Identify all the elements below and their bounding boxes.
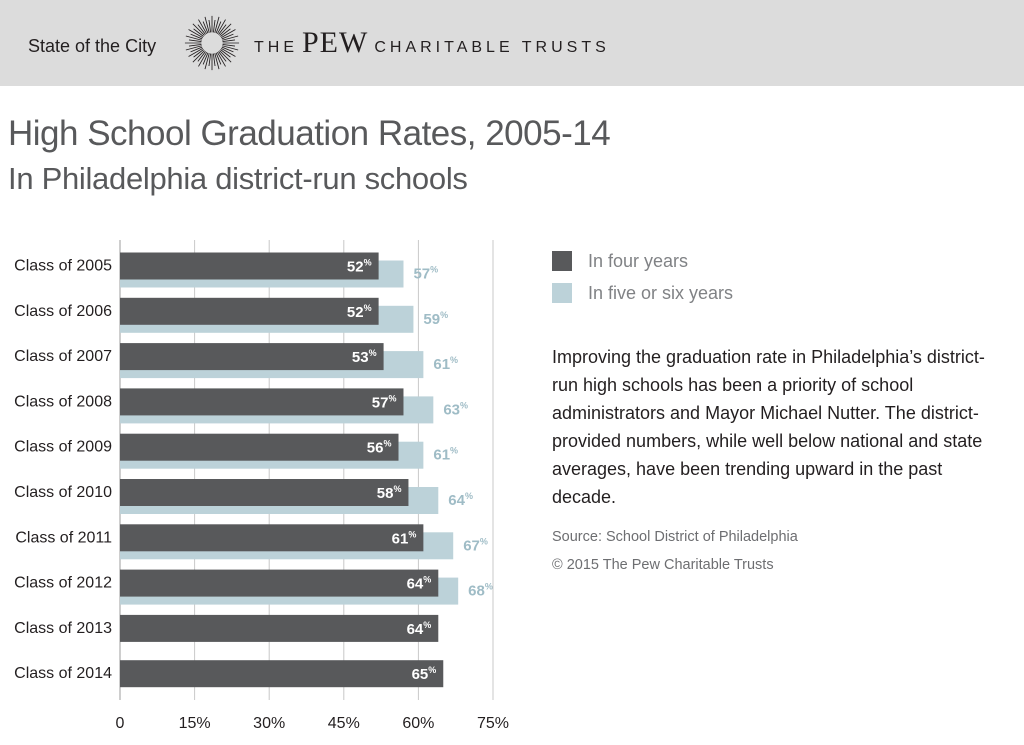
sun-ray xyxy=(193,28,204,37)
data-label-five-six-years: 61% xyxy=(433,355,458,373)
data-label-five-six-years: 57% xyxy=(413,265,438,283)
bar-four-years xyxy=(120,569,439,597)
sun-ray xyxy=(218,24,227,35)
legend-swatch-five-six-years xyxy=(552,283,572,303)
sun-ray xyxy=(212,19,216,33)
sun-ray xyxy=(220,28,231,37)
copyright-note: © 2015 The Pew Charitable Trusts xyxy=(552,557,774,573)
sun-ray xyxy=(214,16,220,33)
sun-ray xyxy=(190,33,203,40)
category-label: Class of 2013 xyxy=(14,620,112,637)
x-tick-label: 60% xyxy=(402,715,434,732)
sun-ray xyxy=(192,50,205,63)
sun-ray xyxy=(188,43,202,47)
bar-four-years xyxy=(120,297,379,325)
sun-ray xyxy=(221,46,234,53)
sun-ray xyxy=(219,50,232,63)
sun-ray xyxy=(208,19,212,33)
sun-ray xyxy=(215,21,222,34)
sun-ray xyxy=(220,29,236,39)
header-bar: State of the City THE PEW CHARITABLE TRUST… xyxy=(0,0,1024,86)
category-label: Class of 2010 xyxy=(14,484,112,501)
bar-four-years xyxy=(120,252,379,280)
bar-four-years xyxy=(120,660,444,688)
brand-rest: CHARITABLE TRUSTS xyxy=(374,39,610,56)
sun-ray xyxy=(198,19,208,35)
category-label: Class of 2009 xyxy=(14,439,112,456)
chart-legend: In four years In five or six years xyxy=(552,245,733,309)
pew-sun-logo-icon xyxy=(184,15,240,71)
category-label: Class of 2014 xyxy=(14,665,112,682)
sun-ray xyxy=(219,23,232,36)
category-label: Class of 2011 xyxy=(15,529,112,546)
data-label-five-six-years: 67% xyxy=(463,536,488,554)
source-note: Source: School District of Philadelphia xyxy=(552,529,798,545)
category-label: Class of 2007 xyxy=(14,348,112,365)
sun-ray xyxy=(215,52,222,65)
brand-the: THE xyxy=(254,39,298,56)
sun-ray xyxy=(218,51,227,62)
sun-ray xyxy=(197,24,206,35)
sun-ray xyxy=(214,53,220,70)
sun-ray xyxy=(222,45,239,51)
legend-item-four-years: In four years xyxy=(552,245,733,277)
bar-four-years xyxy=(120,524,424,552)
sun-ray xyxy=(197,51,206,62)
chart-subtitle: In Philadelphia district-run schools xyxy=(8,161,468,196)
sun-ray xyxy=(204,53,210,70)
legend-swatch-four-years xyxy=(552,251,572,271)
category-label: Class of 2005 xyxy=(14,258,112,275)
sun-ray xyxy=(216,51,226,67)
sun-ray xyxy=(202,52,209,65)
sun-ray xyxy=(188,47,204,57)
sun-ray xyxy=(190,46,203,53)
data-label-five-six-years: 63% xyxy=(443,400,468,418)
bar-four-years xyxy=(120,614,439,642)
sun-ray xyxy=(204,16,210,33)
sun-ray xyxy=(188,39,202,43)
sun-ray xyxy=(198,51,208,67)
x-tick-label: 0 xyxy=(116,715,125,732)
chart-description: Improving the graduation rate in Philade… xyxy=(552,347,985,507)
x-tick-label: 30% xyxy=(253,715,285,732)
bar-four-years xyxy=(120,433,399,461)
legend-label-four-years: In four years xyxy=(588,250,689,271)
pew-wordmark: THE PEW CHARITABLE TRUSTS xyxy=(254,26,610,60)
sun-ray xyxy=(185,45,202,51)
sun-ray xyxy=(185,35,202,41)
data-label-five-six-years: 68% xyxy=(468,582,493,600)
series-name: State of the City xyxy=(28,36,157,56)
bar-four-years xyxy=(120,479,409,506)
sun-ray xyxy=(208,53,212,67)
x-tick-label: 15% xyxy=(179,715,211,732)
chart-title: High School Graduation Rates, 2005-14 xyxy=(8,114,611,153)
brand-pew: PEW xyxy=(302,26,369,59)
x-tick-label: 45% xyxy=(328,715,360,732)
sun-ray xyxy=(222,39,236,43)
graduation-rate-bar-chart: Class of 2005 52%57%Class of 2006 52%59%Cl… xyxy=(14,240,509,732)
sun-ray xyxy=(222,35,239,41)
data-label-five-six-years: 64% xyxy=(448,491,473,509)
category-label: Class of 2006 xyxy=(14,303,112,320)
category-label: Class of 2008 xyxy=(14,393,112,410)
sun-ray xyxy=(188,29,204,39)
bar-four-years xyxy=(120,388,404,416)
data-label-five-six-years: 61% xyxy=(433,446,458,464)
sun-ray xyxy=(221,33,234,40)
sun-ray xyxy=(202,21,209,34)
data-label-five-six-years: 59% xyxy=(423,310,448,328)
legend-item-five-six-years: In five or six years xyxy=(552,277,733,309)
sun-ray xyxy=(212,53,216,67)
sun-ray xyxy=(216,19,226,35)
sun-ray xyxy=(193,49,204,58)
sun-ray xyxy=(222,43,236,47)
legend-label-five-six-years: In five or six years xyxy=(588,282,734,303)
sun-ray xyxy=(220,47,236,57)
sun-ray xyxy=(192,23,205,36)
sun-ray xyxy=(220,49,231,58)
x-tick-label: 75% xyxy=(477,715,509,732)
category-label: Class of 2012 xyxy=(14,575,112,592)
bar-four-years xyxy=(120,343,384,371)
